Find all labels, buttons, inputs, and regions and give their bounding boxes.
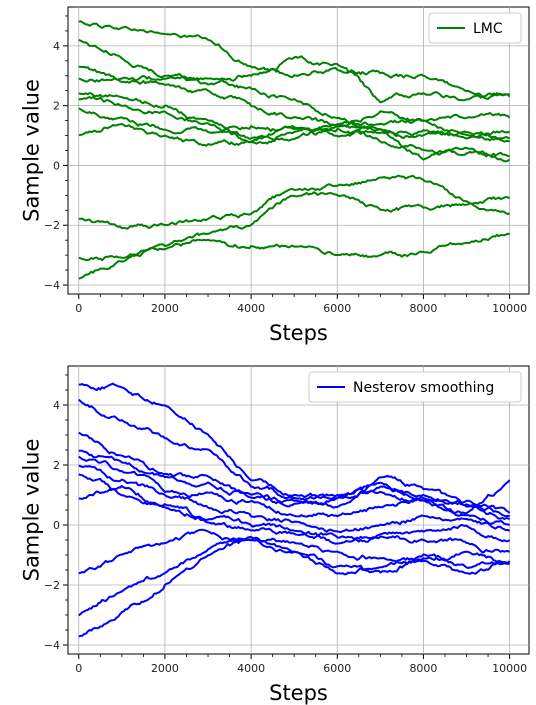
series-line <box>78 382 510 518</box>
series-group <box>78 382 511 638</box>
x-tick-label: 0 <box>75 302 82 315</box>
legend-label: Nesterov smoothing <box>353 380 494 396</box>
y-tick-label: −4 <box>44 279 60 292</box>
y-tick-label: 4 <box>53 40 60 53</box>
series-line <box>78 92 511 140</box>
x-tick-label: 2000 <box>151 662 179 675</box>
series-line <box>78 123 511 163</box>
x-axis-label: Steps <box>269 321 328 345</box>
y-axis-label: Sample value <box>19 439 43 582</box>
series-group <box>78 20 511 280</box>
plot-area <box>67 365 530 655</box>
ticks: 0 2000 4000 6000 8000 10000 −4 −2 0 2 4 <box>44 374 527 675</box>
y-tick-label: −2 <box>44 219 60 232</box>
y-axis-label: Sample value <box>19 79 43 222</box>
series-line <box>78 473 511 543</box>
series-line <box>78 20 511 98</box>
legend: Nesterov smoothing <box>308 371 522 403</box>
nesterov-chart-panel: 0 2000 4000 6000 8000 10000 −4 −2 0 2 4 Nesterov s… <box>19 365 530 705</box>
x-tick-label: 4000 <box>237 302 265 315</box>
series-line <box>78 455 510 526</box>
legend-box <box>428 12 522 44</box>
series-line <box>78 431 510 520</box>
series-line <box>78 537 511 638</box>
series-line <box>78 485 511 554</box>
series-line <box>78 536 510 617</box>
x-axis-label: Steps <box>269 681 328 705</box>
ticks: 0 2000 4000 6000 8000 10000 −4 −2 0 2 4 <box>44 15 527 315</box>
x-tick-label: 6000 <box>323 302 351 315</box>
x-tick-label: 8000 <box>409 662 437 675</box>
series-line <box>78 96 510 143</box>
legend-label: LMC <box>473 21 503 37</box>
x-tick-label: 8000 <box>409 302 437 315</box>
x-tick-label: 6000 <box>323 662 351 675</box>
y-tick-label: −2 <box>44 579 60 592</box>
x-tick-label: 10000 <box>492 662 527 675</box>
y-tick-label: 4 <box>53 399 60 412</box>
legend: LMC <box>428 12 522 44</box>
series-line <box>78 398 511 514</box>
y-tick-label: 2 <box>53 100 60 113</box>
y-tick-label: 0 <box>53 519 60 532</box>
series-line <box>78 107 510 158</box>
x-tick-label: 4000 <box>237 662 265 675</box>
y-tick-label: 0 <box>53 159 60 172</box>
x-tick-label: 0 <box>75 662 82 675</box>
y-tick-label: 2 <box>53 459 60 472</box>
series-line <box>78 38 511 104</box>
series-line <box>78 464 511 534</box>
series-line <box>78 65 511 128</box>
x-tick-label: 10000 <box>492 302 527 315</box>
legend-box <box>308 371 522 403</box>
series-line <box>78 174 511 230</box>
series-line <box>78 232 510 280</box>
y-tick-label: −4 <box>44 639 60 652</box>
plot-area <box>67 6 530 295</box>
x-tick-label: 2000 <box>151 302 179 315</box>
